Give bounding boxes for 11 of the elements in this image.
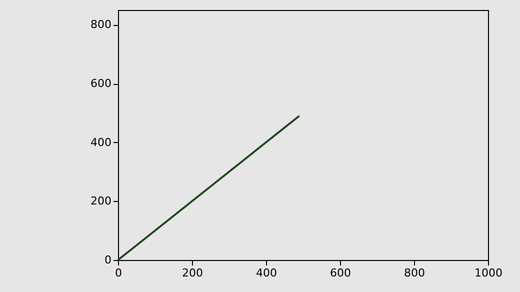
x-tick-label: 400: [256, 266, 277, 280]
x-tick-label: 800: [404, 266, 425, 280]
x-tick-label: 1000: [474, 266, 502, 280]
y-tick-label: 400: [90, 136, 112, 149]
x-tick-label: 200: [182, 266, 203, 280]
x-tick-label: 600: [330, 266, 351, 280]
y-tick-label: 600: [90, 77, 112, 90]
x-tick-label: 0: [115, 266, 122, 280]
y-tick-label: 200: [90, 194, 112, 208]
y-tick-label: 800: [90, 18, 112, 32]
y-tick-label: 0: [104, 254, 112, 266]
